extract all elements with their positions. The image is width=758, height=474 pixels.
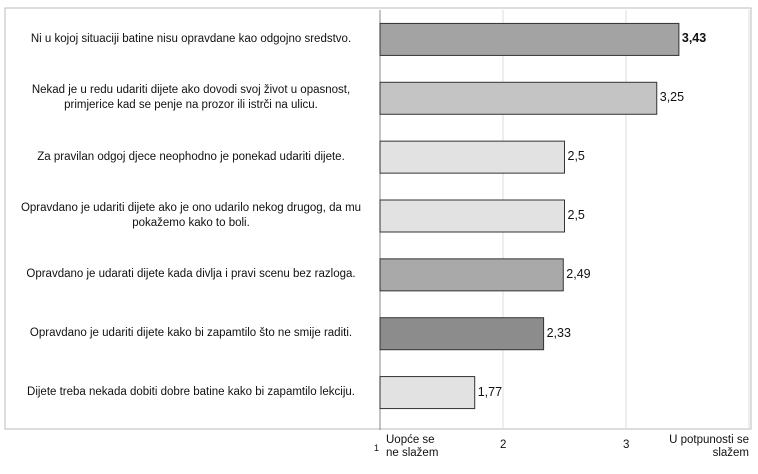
bar xyxy=(379,317,545,351)
bar xyxy=(379,258,564,292)
bar xyxy=(379,22,680,56)
bar xyxy=(379,376,476,410)
category-label: Za pravilan odgoj djece neophodno je pon… xyxy=(37,150,345,163)
category-label: Opravdano je udariti dijete kako bi zapa… xyxy=(29,327,353,340)
value-label: 3,25 xyxy=(659,90,685,105)
frame xyxy=(4,7,752,430)
x-tick-label: 3 xyxy=(623,439,630,451)
value-label: 2,49 xyxy=(566,266,591,281)
category-label: Opravdano je udarati dijete kada divlja … xyxy=(26,268,356,281)
category-label: Dijete treba nekada dobiti dobre batine … xyxy=(27,386,355,399)
axis-annotation: Uopće se ne slažem xyxy=(386,434,439,459)
category-label: Ni u kojoj situaciji batine nisu opravda… xyxy=(30,32,352,45)
category-label: Nekad je u redu udariti dijete ako dovod… xyxy=(31,84,351,112)
value-label: 2,5 xyxy=(567,208,585,222)
value-label: 1,77 xyxy=(477,384,503,399)
x-tick-label: 2 xyxy=(500,439,507,451)
x-tick-label: 1 xyxy=(374,443,380,453)
value-label: 2,5 xyxy=(567,149,585,164)
category-label: Opravdano je udariti dijete ako je ono u… xyxy=(20,202,362,229)
value-label: 2,33 xyxy=(546,325,571,340)
bar xyxy=(379,199,565,233)
bar xyxy=(379,81,658,115)
x-tick-label: U potpunosti se slažem xyxy=(669,434,749,459)
bar xyxy=(379,140,565,174)
value-label: 3,43 xyxy=(681,31,707,46)
